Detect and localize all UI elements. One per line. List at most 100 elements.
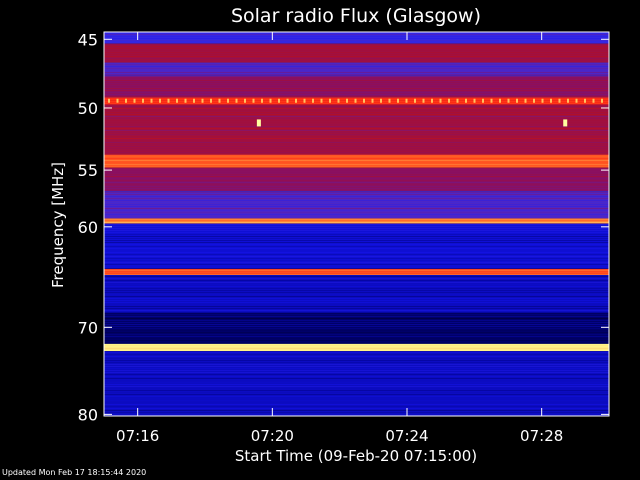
- texture-streak: [104, 56, 609, 57]
- y-axis-ticks: 45 50 55 60 70 80: [78, 30, 609, 424]
- freq-band: [104, 313, 609, 344]
- texture-streak: [104, 162, 609, 163]
- texture-streak: [104, 312, 609, 313]
- texture-streak: [104, 336, 609, 337]
- texture-streak: [104, 328, 609, 329]
- interference-dot: [490, 98, 493, 103]
- interference-dot: [167, 98, 170, 103]
- interference-dot: [371, 98, 374, 103]
- texture-streak: [104, 184, 609, 185]
- interference-dot: [448, 98, 450, 103]
- texture-streak: [104, 60, 609, 61]
- texture-streak: [104, 68, 609, 69]
- texture-streak: [104, 250, 609, 251]
- texture-streak: [104, 370, 609, 371]
- freq-band: [104, 32, 609, 44]
- interference-dot: [320, 98, 323, 103]
- texture-streak: [104, 150, 609, 151]
- texture-streak: [104, 346, 609, 347]
- texture-streak: [104, 268, 609, 269]
- texture-streak: [104, 66, 609, 67]
- texture-streak: [104, 180, 609, 181]
- interference-dot: [516, 98, 518, 103]
- texture-streak: [104, 408, 609, 409]
- texture-streak: [104, 350, 609, 351]
- freq-band: [104, 167, 609, 192]
- texture-streak: [104, 302, 609, 303]
- texture-streak: [104, 124, 609, 125]
- y-tick-label: 60: [78, 218, 98, 237]
- interference-dot: [584, 98, 586, 103]
- interference-dot: [388, 98, 391, 103]
- interference-dot: [303, 98, 306, 103]
- texture-streak: [104, 286, 609, 287]
- texture-streak: [104, 374, 609, 375]
- texture-streak: [104, 294, 609, 295]
- texture-streak: [104, 58, 609, 59]
- texture-streak: [104, 410, 609, 411]
- texture-streak: [104, 288, 609, 289]
- chart-title: Solar radio Flux (Glasgow): [231, 5, 481, 27]
- texture-streak: [104, 120, 609, 121]
- texture-streak: [104, 292, 609, 293]
- texture-streak: [104, 352, 609, 353]
- interference-dot: [108, 98, 110, 103]
- texture-streak: [104, 358, 609, 359]
- texture-streak: [104, 238, 609, 239]
- texture-streak: [104, 400, 609, 401]
- texture-streak: [104, 394, 609, 395]
- texture-streak: [104, 88, 609, 89]
- texture-streak: [104, 126, 609, 127]
- interference-dot: [176, 98, 178, 103]
- texture-streak: [104, 266, 609, 267]
- texture-streak: [104, 380, 609, 381]
- texture-streak: [104, 86, 609, 87]
- texture-streak: [104, 226, 609, 227]
- texture-streak: [104, 236, 609, 237]
- texture-streak: [104, 356, 609, 357]
- texture-streak: [104, 252, 609, 253]
- interference-dot: [533, 98, 535, 103]
- interference-dot: [465, 98, 467, 103]
- interference-dot: [116, 98, 119, 103]
- texture-streak: [104, 218, 609, 219]
- texture-streak: [104, 36, 609, 37]
- texture-streak: [104, 364, 609, 365]
- texture-streak: [104, 156, 609, 157]
- texture-streak: [104, 240, 609, 241]
- interference-dot: [499, 98, 501, 103]
- texture-streak: [104, 196, 609, 197]
- freq-band: [104, 274, 609, 314]
- x-tick-label: 07:24: [385, 427, 428, 445]
- texture-streak: [104, 178, 609, 179]
- texture-streak: [104, 248, 609, 249]
- x-axis-ticks: 07:16 07:20 07:24 07:28: [116, 32, 563, 445]
- texture-streak: [104, 344, 609, 345]
- texture-streak: [104, 136, 609, 137]
- texture-streak: [104, 316, 609, 317]
- interference-dot: [312, 98, 314, 103]
- texture-streak: [104, 390, 609, 391]
- texture-streak: [104, 324, 609, 325]
- texture-streak: [104, 406, 609, 407]
- texture-streak: [104, 318, 609, 319]
- texture-streak: [104, 206, 609, 207]
- texture-streak: [104, 90, 609, 91]
- texture-streak: [104, 138, 609, 139]
- texture-streak: [104, 214, 609, 215]
- texture-streak: [104, 34, 609, 35]
- interference-dot: [507, 98, 510, 103]
- texture-streak: [104, 202, 609, 203]
- interference-dot: [125, 98, 127, 103]
- texture-streak: [104, 74, 609, 75]
- freq-band: [104, 351, 609, 416]
- texture-streak: [104, 132, 609, 133]
- freq-band: [104, 268, 609, 275]
- texture-streak: [104, 198, 609, 199]
- plot-frame: [103, 31, 610, 417]
- interference-dot: [575, 98, 578, 103]
- texture-streak: [104, 386, 609, 387]
- texture-streak: [104, 64, 609, 65]
- texture-streak: [104, 314, 609, 315]
